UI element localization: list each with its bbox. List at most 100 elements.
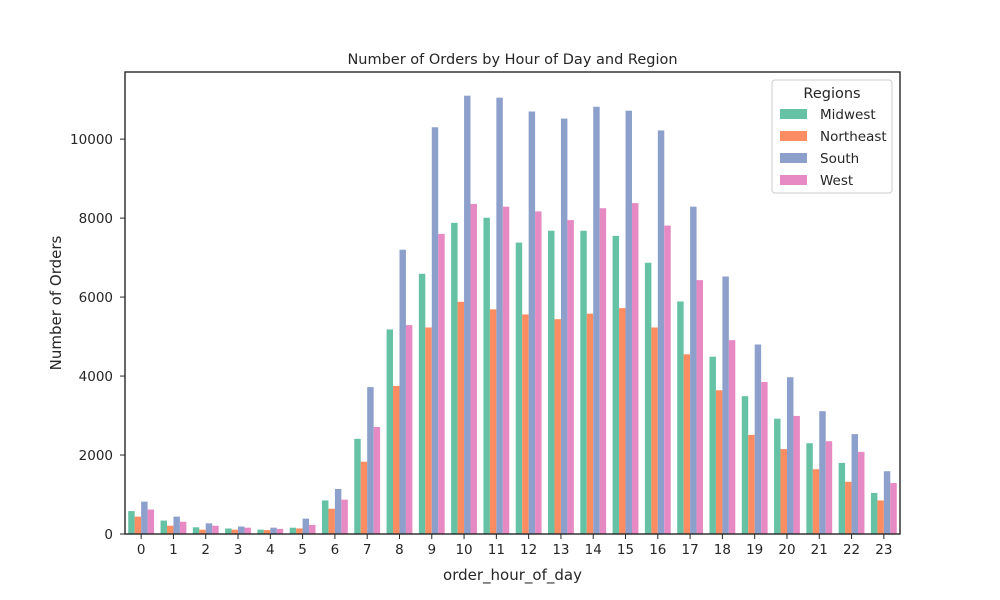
- bar-south-8: [399, 249, 406, 534]
- bar-west-4: [276, 528, 284, 534]
- bar-west-3: [244, 527, 251, 534]
- bar-west-9: [438, 233, 445, 534]
- bar-south-7: [367, 387, 374, 534]
- bar-midwest-8: [386, 329, 394, 534]
- bar-south-1: [173, 516, 180, 534]
- bar-midwest-7: [354, 438, 361, 534]
- bar-midwest-3: [225, 528, 232, 534]
- bar-south-21: [819, 411, 826, 534]
- x-tick-label-20: 20: [778, 542, 795, 558]
- x-tick-label-2: 2: [201, 542, 210, 558]
- x-tick-label-19: 19: [746, 542, 763, 558]
- x-tick-label-0: 0: [137, 542, 146, 558]
- legend-swatch-midwest: [780, 109, 807, 119]
- bar-south-15: [625, 110, 632, 534]
- legend-label-south: South: [820, 151, 859, 167]
- bar-northeast-10: [457, 301, 465, 534]
- bar-west-16: [664, 225, 671, 535]
- x-tick-label-1: 1: [169, 542, 178, 558]
- bar-south-13: [560, 118, 568, 534]
- bar-midwest-4: [257, 529, 264, 534]
- bar-west-10: [470, 203, 477, 534]
- x-tick-label-3: 3: [234, 542, 243, 558]
- legend-swatch-northeast: [780, 131, 807, 141]
- legend-label-midwest: Midwest: [820, 107, 876, 123]
- legend-swatch-south: [780, 153, 807, 163]
- bar-midwest-9: [418, 273, 426, 534]
- y-axis-label: Number of Orders: [47, 235, 65, 370]
- bar-midwest-0: [128, 511, 135, 534]
- bar-northeast-21: [812, 469, 820, 534]
- x-tick-label-12: 12: [520, 542, 537, 558]
- x-tick-label-4: 4: [266, 542, 275, 558]
- bar-west-15: [631, 203, 639, 534]
- bar-midwest-22: [838, 462, 846, 534]
- bar-south-6: [334, 488, 342, 534]
- x-tick-label-16: 16: [649, 542, 666, 558]
- bar-west-11: [502, 206, 510, 534]
- bar-midwest-10: [451, 222, 458, 534]
- bar-northeast-7: [360, 461, 368, 534]
- x-tick-label-8: 8: [395, 542, 404, 558]
- bar-northeast-8: [393, 385, 400, 534]
- bar-northeast-16: [651, 327, 658, 534]
- bar-west-1: [179, 521, 187, 534]
- bar-midwest-13: [548, 230, 555, 535]
- bar-northeast-3: [231, 529, 239, 534]
- legend-label-west: West: [820, 173, 853, 189]
- bar-northeast-12: [522, 314, 529, 534]
- bar-midwest-6: [321, 500, 329, 534]
- bar-northeast-1: [166, 525, 174, 534]
- y-tick-label-4000: 4000: [79, 369, 113, 385]
- bar-west-2: [212, 525, 219, 534]
- bar-northeast-2: [199, 529, 206, 534]
- bar-midwest-23: [870, 492, 878, 534]
- bar-west-0: [147, 509, 155, 534]
- bar-midwest-12: [515, 242, 523, 534]
- x-tick-label-15: 15: [617, 542, 634, 558]
- bar-south-0: [141, 501, 148, 534]
- bar-northeast-11: [489, 309, 497, 534]
- bar-south-11: [496, 97, 503, 535]
- bar-midwest-20: [774, 418, 781, 534]
- bar-south-17: [690, 206, 697, 534]
- x-tick-label-18: 18: [714, 542, 731, 558]
- bar-west-22: [858, 451, 865, 534]
- x-tick-label-14: 14: [585, 542, 602, 558]
- bar-midwest-15: [612, 235, 620, 534]
- bar-west-12: [535, 211, 542, 534]
- legend-label-northeast: Northeast: [820, 129, 887, 145]
- bar-west-5: [309, 524, 316, 534]
- bar-northeast-19: [748, 434, 755, 534]
- bar-midwest-5: [289, 527, 297, 534]
- bar-south-19: [754, 344, 762, 534]
- bar-west-17: [696, 280, 704, 534]
- bar-west-21: [825, 441, 833, 534]
- bar-midwest-1: [160, 520, 167, 534]
- x-tick-label-6: 6: [331, 542, 340, 558]
- bar-west-14: [599, 208, 607, 535]
- x-axis: 0 1 2 3 4 5 6 7 8 9 10 11 12 13 14 15 16 17 18 19 20 21 22 23: [137, 534, 892, 558]
- bar-midwest-18: [709, 356, 716, 534]
- y-tick-label-6000: 6000: [79, 290, 113, 306]
- bar-south-10: [464, 95, 471, 534]
- legend-swatch-west: [780, 175, 807, 185]
- bar-northeast-22: [845, 481, 852, 534]
- bar-south-16: [657, 130, 665, 534]
- bar-northeast-9: [425, 327, 432, 534]
- bar-west-18: [728, 340, 736, 534]
- bar-northeast-18: [715, 390, 723, 534]
- bar-midwest-14: [580, 230, 587, 535]
- bar-west-23: [890, 483, 897, 534]
- bar-northeast-20: [780, 449, 787, 534]
- bar-west-20: [793, 415, 800, 534]
- bar-midwest-16: [644, 262, 652, 534]
- x-tick-label-22: 22: [843, 542, 860, 558]
- bar-northeast-23: [877, 500, 884, 534]
- bar-south-12: [528, 111, 536, 535]
- bar-northeast-13: [554, 319, 561, 534]
- x-tick-label-10: 10: [455, 542, 472, 558]
- bar-west-19: [761, 381, 768, 534]
- bar-south-5: [302, 518, 310, 534]
- x-axis-label: order_hour_of_day: [443, 566, 582, 585]
